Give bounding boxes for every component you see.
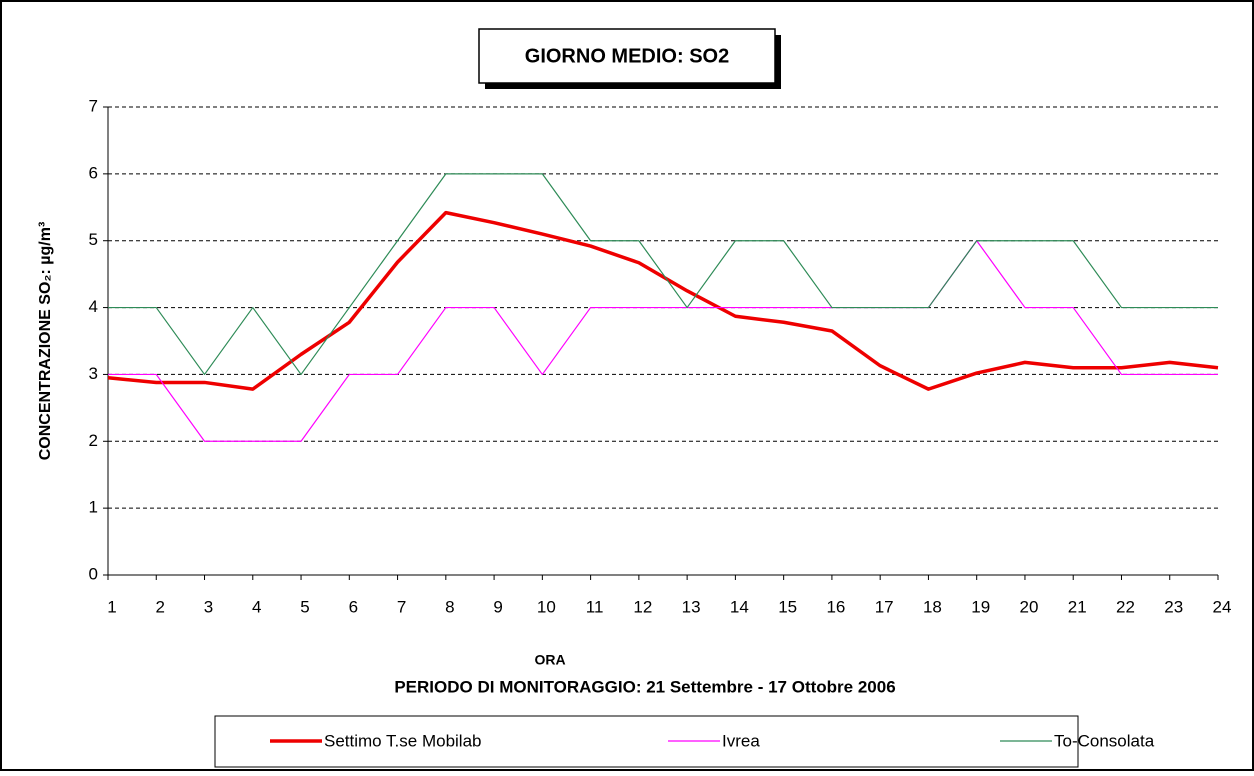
x-tick-label: 4: [252, 597, 261, 616]
x-tick-label: 7: [397, 597, 406, 616]
legend-label: Settimo T.se Mobilab: [324, 731, 481, 750]
y-tick-label: 5: [89, 230, 98, 249]
title-box: [478, 28, 776, 84]
y-tick-label: 6: [89, 163, 98, 182]
x-tick-label: 18: [923, 597, 942, 616]
y-tick-label: 4: [89, 297, 98, 316]
series-line: [107, 210, 1219, 391]
x-tick-label: 20: [1019, 597, 1038, 616]
legend-label: To-Consolata: [1054, 731, 1155, 750]
x-tick-label: 22: [1116, 597, 1135, 616]
x-tick-label: 16: [826, 597, 845, 616]
x-tick-label: 10: [537, 597, 556, 616]
x-tick-label: 6: [349, 597, 358, 616]
y-axis-label: CONCENTRAZIONE SO₂: µg/m³: [37, 222, 54, 461]
series-line: [108, 240, 1218, 442]
x-tick-label: 19: [971, 597, 990, 616]
y-tick-label: 0: [89, 564, 98, 583]
legend-box: [214, 715, 1079, 768]
x-tick-label: 1: [107, 597, 116, 616]
y-tick-label: 7: [89, 96, 98, 115]
x-tick-label: 12: [633, 597, 652, 616]
x-tick-label: 2: [156, 597, 165, 616]
x-tick-label: 21: [1068, 597, 1087, 616]
legend-label: Ivrea: [722, 731, 760, 750]
x-tick-label: 23: [1164, 597, 1183, 616]
y-tick-label: 2: [89, 431, 98, 450]
y-tick-label: 3: [89, 364, 98, 383]
x-tick-label: 3: [204, 597, 213, 616]
y-tick-label: 1: [89, 498, 98, 517]
x-tick-label: 5: [300, 597, 309, 616]
x-tick-label: 15: [778, 597, 797, 616]
series-line: [108, 173, 1218, 376]
x-tick-label: 11: [586, 597, 604, 616]
x-tick-label: 13: [682, 597, 701, 616]
x-tick-label: 14: [730, 597, 749, 616]
chart-title: GIORNO MEDIO: SO2: [525, 45, 729, 67]
x-tick-label: 17: [875, 597, 894, 616]
x-tick-label: 24: [1213, 597, 1232, 616]
x-tick-label: 9: [493, 597, 502, 616]
x-tick-label: 8: [445, 597, 454, 616]
subtitle: PERIODO DI MONITORAGGIO: 21 Settembre - …: [394, 677, 895, 696]
x-axis-label: ORA: [534, 652, 565, 668]
